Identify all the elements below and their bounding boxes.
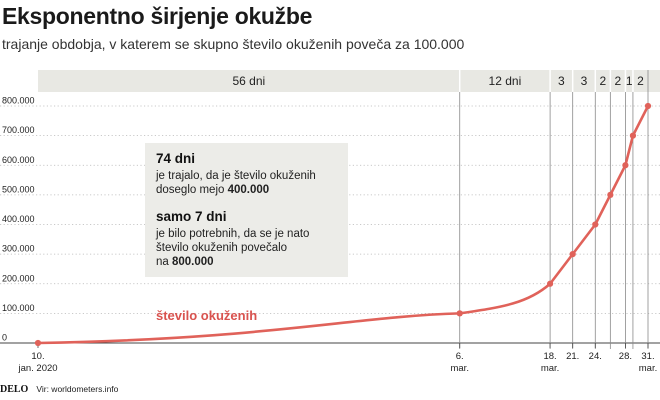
note-value-800000: 800.000	[172, 256, 214, 268]
x-tick-day: 24.	[589, 351, 602, 362]
annotation-box-bg	[145, 143, 348, 277]
note-line-2c-text: na	[156, 256, 172, 268]
x-tick-month: mar.	[450, 363, 468, 374]
x-tick-month: mar.	[639, 363, 657, 374]
data-point	[592, 221, 599, 228]
period-label: 12 dni	[489, 74, 522, 88]
x-tick-day: 10.	[31, 351, 44, 362]
y-tick-label: 300.000	[2, 244, 35, 254]
note-head-2: samo 7 dni	[156, 209, 227, 224]
period-band-bg	[38, 70, 660, 92]
y-tick-label: 500.000	[2, 184, 35, 194]
period-label: 3	[581, 74, 588, 88]
x-tick-month: jan. 2020	[17, 363, 57, 374]
period-dividers	[458, 70, 649, 349]
y-axis-ticks: 0 100.000 200.000 300.000 400.000 500.000 600.…	[2, 96, 35, 343]
period-band: 56 dni 12 dni 3 3 2 2 1 2	[38, 70, 660, 92]
period-label: 2	[615, 74, 622, 88]
x-tick-month: mar.	[541, 363, 559, 374]
data-point	[546, 280, 554, 287]
period-label: 1	[626, 74, 633, 88]
x-tick-day: 31.	[641, 351, 654, 362]
data-point	[569, 251, 576, 258]
note-value-400000: 400.000	[228, 184, 270, 196]
note-head-1: 74 dni	[156, 151, 195, 166]
period-label: 2	[637, 74, 644, 88]
data-point	[644, 102, 652, 110]
chart-title: Eksponentno širjenje okužbe	[2, 3, 313, 29]
period-label: 2	[599, 74, 606, 88]
y-tick-label: 100.000	[2, 303, 35, 313]
x-tick-day: 6.	[456, 351, 464, 362]
footer: DELO Vir: worldometers.info	[0, 384, 118, 395]
chart-subtitle: trajanje obdobja, v katerem se skupno št…	[2, 36, 465, 52]
source-note: Vir: worldometers.info	[36, 384, 119, 394]
data-point	[629, 132, 637, 139]
y-tick-label: 800.000	[2, 96, 35, 106]
note-line-2a: je bilo potrebnih, da se je nato	[155, 228, 309, 240]
period-label: 56 dni	[233, 74, 266, 88]
data-point	[456, 310, 463, 317]
y-tick-label: 200.000	[2, 273, 35, 283]
y-tick-label: 400.000	[2, 214, 35, 224]
x-tick-day: 18.	[543, 351, 556, 362]
series-label: število okuženih	[156, 308, 257, 323]
period-label: 3	[558, 74, 565, 88]
y-tick-label: 600.000	[2, 155, 35, 165]
data-point	[622, 162, 629, 169]
series-points	[34, 102, 652, 347]
data-point	[34, 339, 42, 347]
y-tick-label: 0	[2, 333, 7, 343]
x-tick-day: 21.	[566, 351, 579, 362]
note-line-1a: je trajalo, da je število okuženih	[155, 170, 316, 182]
note-line-1b-text: doseglo mejo	[156, 184, 228, 196]
y-tick-label: 700.000	[2, 125, 35, 135]
data-point	[607, 191, 614, 198]
note-line-2b: število okuženih povečalo	[156, 242, 287, 254]
x-tick-day: 28.	[619, 351, 632, 362]
annotation-box: 74 dni je trajalo, da je število okuženi…	[145, 143, 348, 277]
note-line-1b: doseglo mejo 400.000	[156, 184, 269, 196]
delo-logo: DELO	[0, 384, 29, 395]
note-line-2c: na 800.000	[156, 256, 214, 268]
